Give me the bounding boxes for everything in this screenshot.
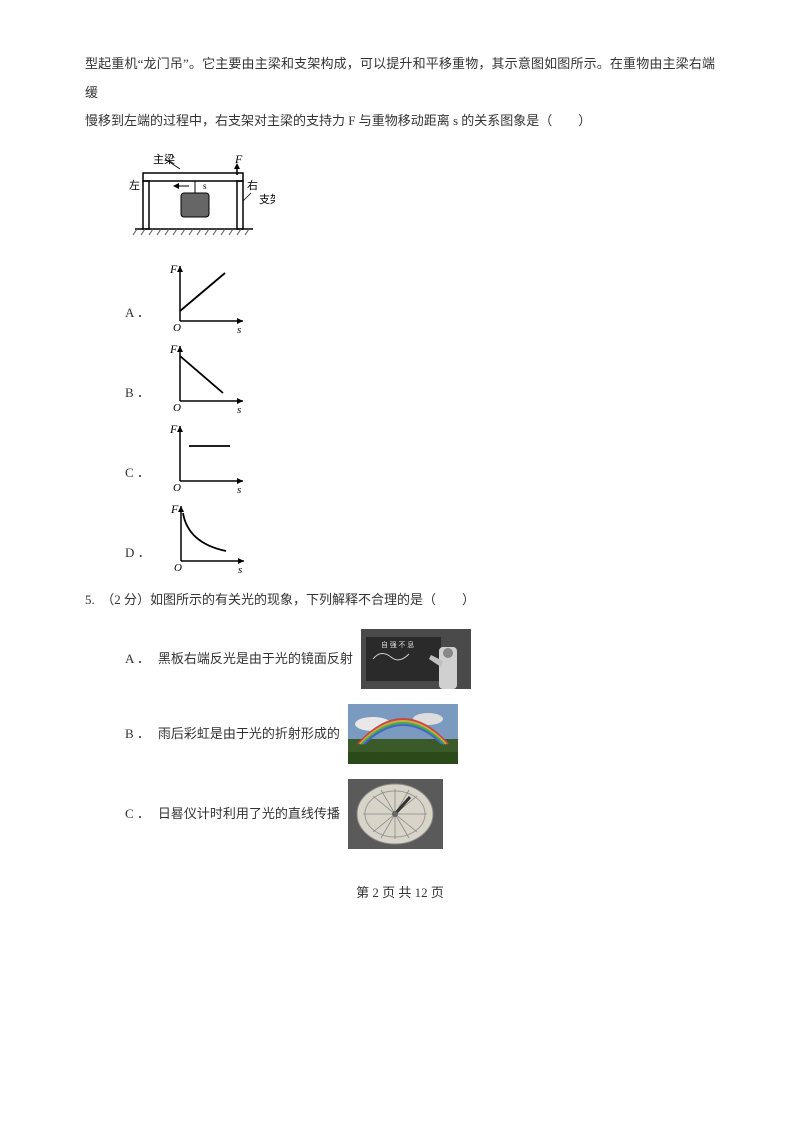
graph-c-icon: F O s [165,421,250,496]
option-d-label: D ． [125,539,151,576]
page-footer: 第 2 页 共 12 页 [85,879,715,908]
graph-a-icon: F O s [165,261,250,336]
blackboard-image: 自 强 不 息 [361,629,471,689]
q4-crane-diagram: 主梁 F 左 右 支架 s [125,151,715,246]
q4-text-line1: 型起重机“龙门吊”。它主要由主梁和支架构成，可以提升和平移重物，其示意图如图所示… [85,50,715,107]
rainbow-image [348,704,458,764]
force-label: F [234,152,243,166]
option-c[interactable]: C ． F O s [125,421,715,496]
q5-a-label: A ． [125,645,150,674]
q5-b-text: 雨后彩虹是由于光的折射形成的 [158,720,340,749]
option-a[interactable]: A ． F O s [125,261,715,336]
graph-d-icon: F O s [166,501,251,576]
svg-text:s: s [203,181,207,191]
frame-label: 支架 [259,193,275,206]
option-a-label: A ． [125,299,150,336]
svg-text:s: s [237,484,241,496]
graph-b-icon: F O s [165,341,250,416]
svg-text:自 强 不 息: 自 强 不 息 [381,640,414,649]
sundial-image [348,779,443,849]
svg-text:s: s [237,404,241,416]
option-d[interactable]: D ． F O s [125,501,715,576]
q5-option-c[interactable]: C ． 日晷仪计时利用了光的直线传播 [125,779,715,849]
svg-text:F: F [169,342,178,356]
right-label: 右 [247,178,258,192]
svg-text:s: s [237,324,241,336]
svg-text:O: O [174,562,182,574]
q5-b-label: B ． [125,720,150,749]
svg-text:F: F [169,422,178,436]
option-b[interactable]: B ． F O s [125,341,715,416]
svg-text:O: O [173,402,181,414]
q5-c-label: C ． [125,800,150,829]
left-label: 左 [129,179,140,192]
svg-text:O: O [173,322,181,334]
q5-option-b[interactable]: B ． 雨后彩虹是由于光的折射形成的 [125,704,715,764]
svg-text:F: F [170,502,179,516]
option-b-label: B ． [125,379,150,416]
q5-option-a[interactable]: A ． 黑板右端反光是由于光的镜面反射 自 强 不 息 [125,629,715,689]
svg-text:F: F [169,262,178,276]
q5-a-text: 黑板右端反光是由于光的镜面反射 [158,645,353,674]
q4-text-line2: 慢移到左端的过程中，右支架对主梁的支持力 F 与重物移动距离 s 的关系图象是（… [85,107,715,136]
option-c-label: C ． [125,459,150,496]
svg-text:s: s [238,564,242,576]
svg-text:O: O [173,482,181,494]
q5-c-text: 日晷仪计时利用了光的直线传播 [158,800,340,829]
q5-stem: 5. （2 分）如图所示的有关光的现象，下列解释不合理的是（ ） [85,586,715,615]
